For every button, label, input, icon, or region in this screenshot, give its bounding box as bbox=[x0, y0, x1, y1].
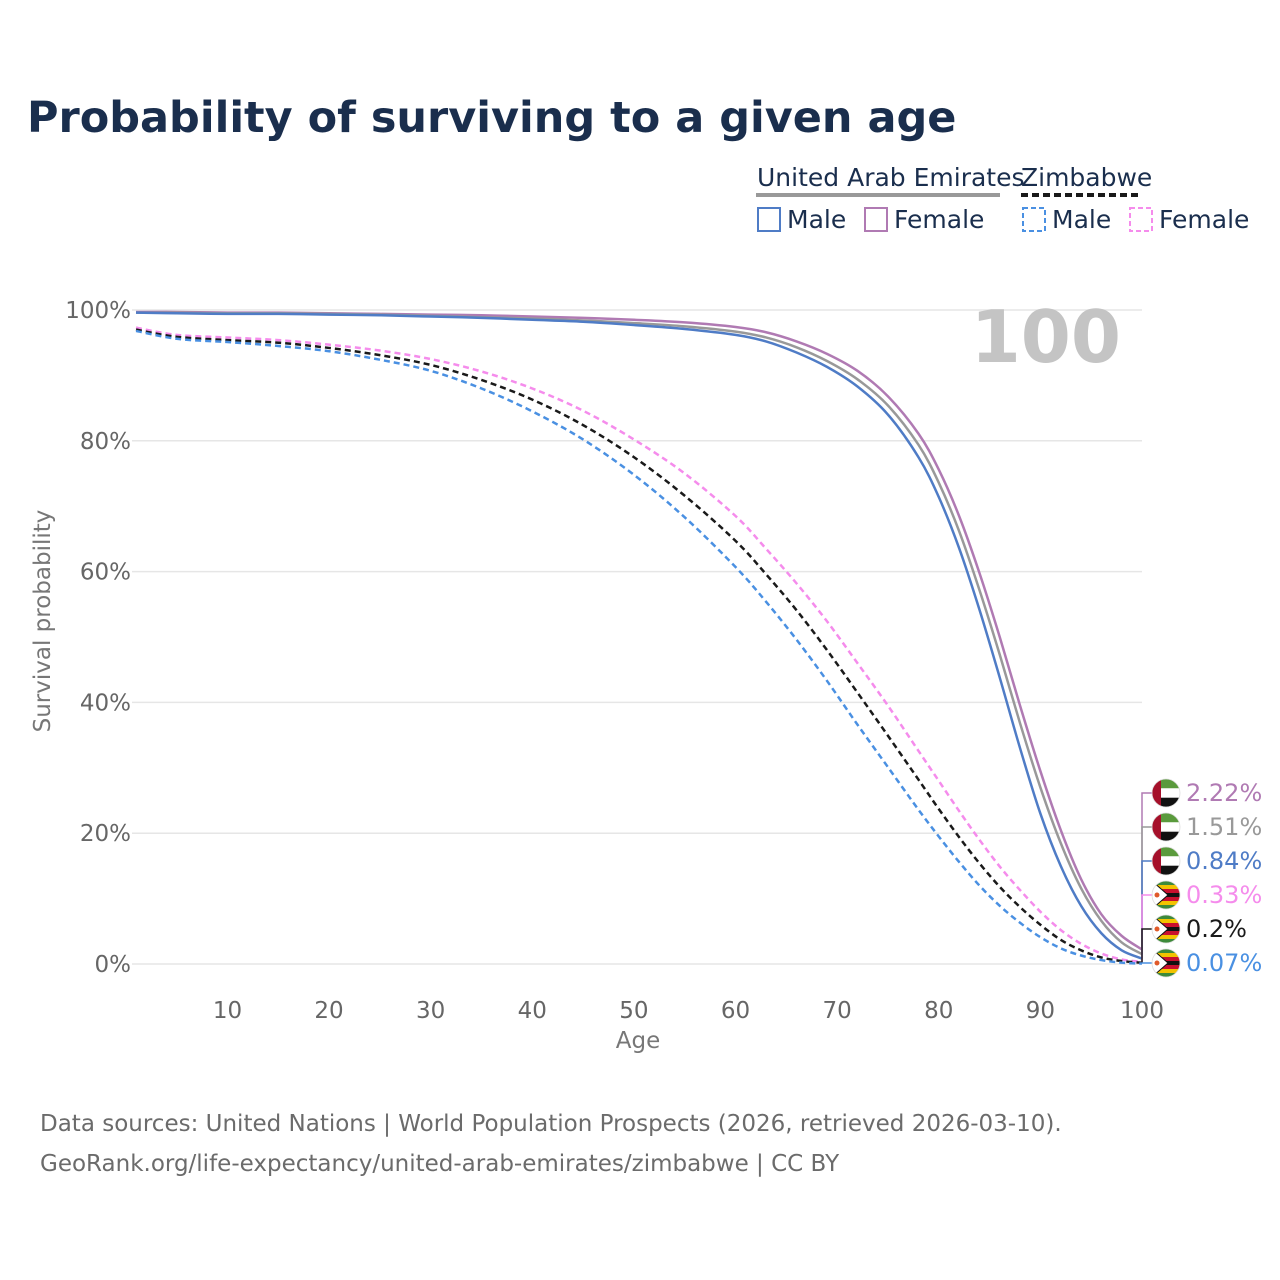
gridlines bbox=[132, 309, 1142, 965]
y-tick-label: 0% bbox=[95, 952, 132, 978]
x-tick-label: 50 bbox=[619, 998, 648, 1024]
zimbabwe-flag-icon bbox=[1151, 880, 1181, 910]
end-label-value: 0.2% bbox=[1186, 915, 1247, 943]
legend: United Arab Emirates Zimbabwe Male Femal… bbox=[756, 163, 1249, 234]
legend-zimbabwe-male-label[interactable]: Male bbox=[1052, 205, 1111, 234]
uae-flag-icon bbox=[1151, 846, 1181, 876]
end-label-connector bbox=[1141, 826, 1152, 955]
y-tick-label: 80% bbox=[80, 429, 131, 455]
end-labels: 2.22% 1.51% 0.84% 0.33% 0.2% 0.07% bbox=[1141, 778, 1262, 978]
end-label-value: 0.07% bbox=[1186, 949, 1262, 977]
source-line-2[interactable]: GeoRank.org/life-expectancy/united-arab-… bbox=[40, 1151, 840, 1177]
series-lines bbox=[135, 310, 1143, 965]
end-label-connector bbox=[1141, 962, 1152, 964]
legend-country-zimbabwe: Zimbabwe bbox=[1021, 163, 1152, 192]
x-tick-label: 90 bbox=[1026, 998, 1055, 1024]
year-label: 100 bbox=[971, 295, 1121, 379]
series-line-united-arab-emirates-total[interactable] bbox=[135, 311, 1143, 956]
x-tick-label: 20 bbox=[314, 998, 343, 1024]
end-label-connector bbox=[1141, 928, 1152, 963]
series-line-zimbabwe-total[interactable] bbox=[135, 328, 1143, 964]
legend-uae-female-label[interactable]: Female bbox=[894, 205, 984, 234]
uae-flag-icon bbox=[1151, 778, 1181, 808]
legend-uae-male-label[interactable]: Male bbox=[787, 205, 846, 234]
x-tick-label: 80 bbox=[924, 998, 953, 1024]
y-axis-label: Survival probability bbox=[30, 510, 56, 733]
x-tick-label: 40 bbox=[518, 998, 547, 1024]
source-line-1: Data sources: United Nations | World Pop… bbox=[40, 1111, 1062, 1137]
legend-uae-male-swatch[interactable] bbox=[757, 207, 781, 232]
end-label-connector bbox=[1141, 792, 1152, 950]
chart-title: Probability of surviving to a given age bbox=[27, 93, 956, 143]
end-label-connector bbox=[1141, 860, 1152, 959]
y-tick-label: 60% bbox=[80, 560, 131, 586]
x-tick-label: 70 bbox=[823, 998, 852, 1024]
uae-flag-icon bbox=[1151, 812, 1181, 842]
legend-uae-female-swatch[interactable] bbox=[864, 207, 888, 232]
legend-zimbabwe-female-label[interactable]: Female bbox=[1159, 205, 1249, 234]
y-tick-label: 20% bbox=[80, 821, 131, 847]
legend-zimbabwe-female-swatch[interactable] bbox=[1129, 207, 1153, 232]
legend-zimbabwe-male-swatch[interactable] bbox=[1022, 207, 1046, 232]
y-axis-ticks: 0% 20% 40% 60% 80% 100% bbox=[65, 298, 131, 978]
end-label-value: 0.33% bbox=[1186, 881, 1262, 909]
x-axis-label: Age bbox=[616, 1028, 660, 1054]
zimbabwe-flag-icon bbox=[1151, 914, 1181, 944]
end-label-value: 1.51% bbox=[1186, 813, 1262, 841]
x-tick-label: 30 bbox=[416, 998, 445, 1024]
end-label-value: 2.22% bbox=[1186, 779, 1262, 807]
end-label-value: 0.84% bbox=[1186, 847, 1262, 875]
y-tick-label: 100% bbox=[65, 298, 131, 324]
x-tick-label: 100 bbox=[1120, 998, 1164, 1024]
legend-country-uae: United Arab Emirates bbox=[757, 163, 1025, 192]
zimbabwe-flag-icon bbox=[1151, 948, 1181, 978]
series-line-zimbabwe-male[interactable] bbox=[135, 329, 1143, 965]
x-tick-label: 10 bbox=[213, 998, 242, 1024]
x-axis-ticks: 10 20 30 40 50 60 70 80 90 100 bbox=[213, 998, 1164, 1024]
series-line-united-arab-emirates-male[interactable] bbox=[135, 311, 1143, 960]
series-line-zimbabwe-female[interactable] bbox=[135, 326, 1143, 964]
y-tick-label: 40% bbox=[80, 690, 131, 716]
x-tick-label: 60 bbox=[721, 998, 750, 1024]
